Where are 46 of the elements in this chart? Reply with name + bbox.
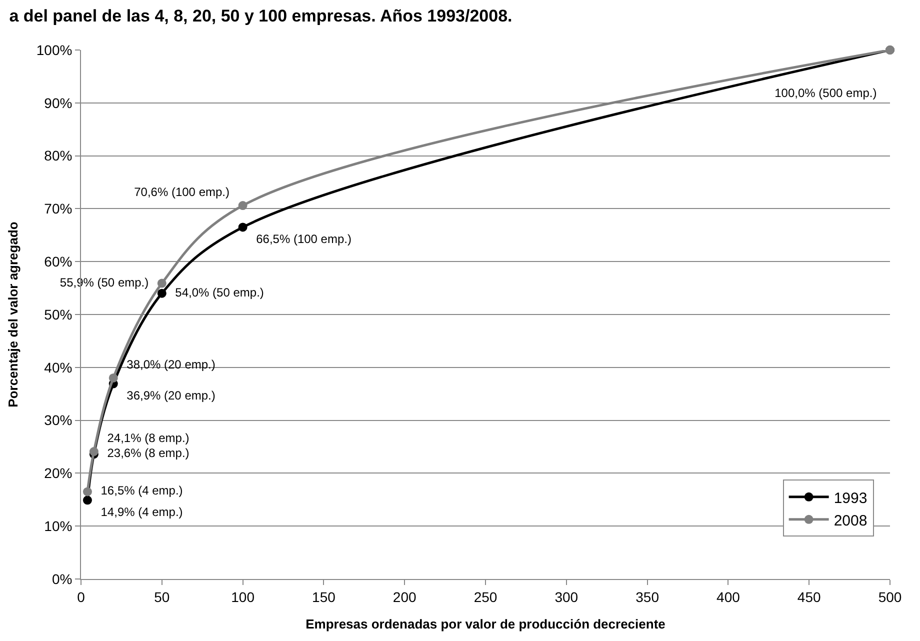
data-label: 36,9% (20 emp.) bbox=[120, 388, 222, 402]
y-tick-label: 100% bbox=[36, 42, 72, 58]
point bbox=[238, 201, 248, 210]
data-label: 16,5% (4 emp.) bbox=[94, 484, 190, 498]
y-tick-label: 50% bbox=[44, 306, 72, 322]
chart-title: a del panel de las 4, 8, 20, 50 y 100 empresas. Años 1993/2008. bbox=[9, 6, 512, 26]
legend-label: 2008 bbox=[834, 512, 868, 530]
x-tick-label: 450 bbox=[797, 588, 821, 605]
data-label: 70,6% (100 emp.) bbox=[127, 184, 236, 199]
y-tick-label: 90% bbox=[44, 94, 72, 111]
x-tick-label: 400 bbox=[716, 588, 740, 605]
y-tick-label: 80% bbox=[44, 148, 72, 164]
y-tick-label: 70% bbox=[44, 200, 72, 217]
x-tick-label: 100 bbox=[231, 588, 255, 605]
x-tick-label: 500 bbox=[878, 588, 902, 605]
y-axis-title: Porcentaje del valor agregado bbox=[5, 222, 20, 408]
legend-label: 1993 bbox=[834, 490, 868, 507]
point bbox=[89, 447, 98, 456]
x-tick-label: 200 bbox=[392, 588, 416, 605]
y-tick-label: 40% bbox=[44, 359, 72, 376]
y-tick-label: 10% bbox=[44, 518, 72, 534]
x-axis-title: Empresas ordenadas por valor de producción decreciente bbox=[306, 616, 666, 632]
y-tick-label: 0% bbox=[52, 570, 72, 587]
point bbox=[157, 288, 166, 298]
data-label: 100,0% (500 emp.) bbox=[768, 86, 884, 100]
data-label: 14,9% (4 emp.) bbox=[94, 504, 190, 519]
data-label: 23,6% (8 emp.) bbox=[100, 446, 196, 460]
x-tick-label: 250 bbox=[474, 588, 498, 605]
data-label: 24,1% (8 emp.) bbox=[100, 430, 196, 445]
data-label: 55,9% (50 emp.) bbox=[53, 275, 156, 290]
data-label: 54,0% (50 emp.) bbox=[168, 285, 271, 300]
x-tick-label: 0 bbox=[77, 588, 86, 605]
y-tick-label: 20% bbox=[44, 465, 72, 482]
y-tick-label: 60% bbox=[44, 254, 72, 270]
x-tick-label: 50 bbox=[154, 588, 170, 605]
point bbox=[238, 222, 248, 232]
point bbox=[108, 373, 118, 382]
point bbox=[82, 487, 92, 496]
y-tick-label: 30% bbox=[44, 412, 72, 428]
x-tick-label: 300 bbox=[554, 588, 578, 605]
point bbox=[82, 496, 92, 505]
x-tick-label: 150 bbox=[312, 588, 336, 605]
x-tick-label: 350 bbox=[636, 588, 660, 605]
data-label: 38,0% (20 emp.) bbox=[120, 357, 222, 372]
data-label: 66,5% (100 emp.) bbox=[249, 232, 358, 246]
point bbox=[157, 278, 166, 288]
